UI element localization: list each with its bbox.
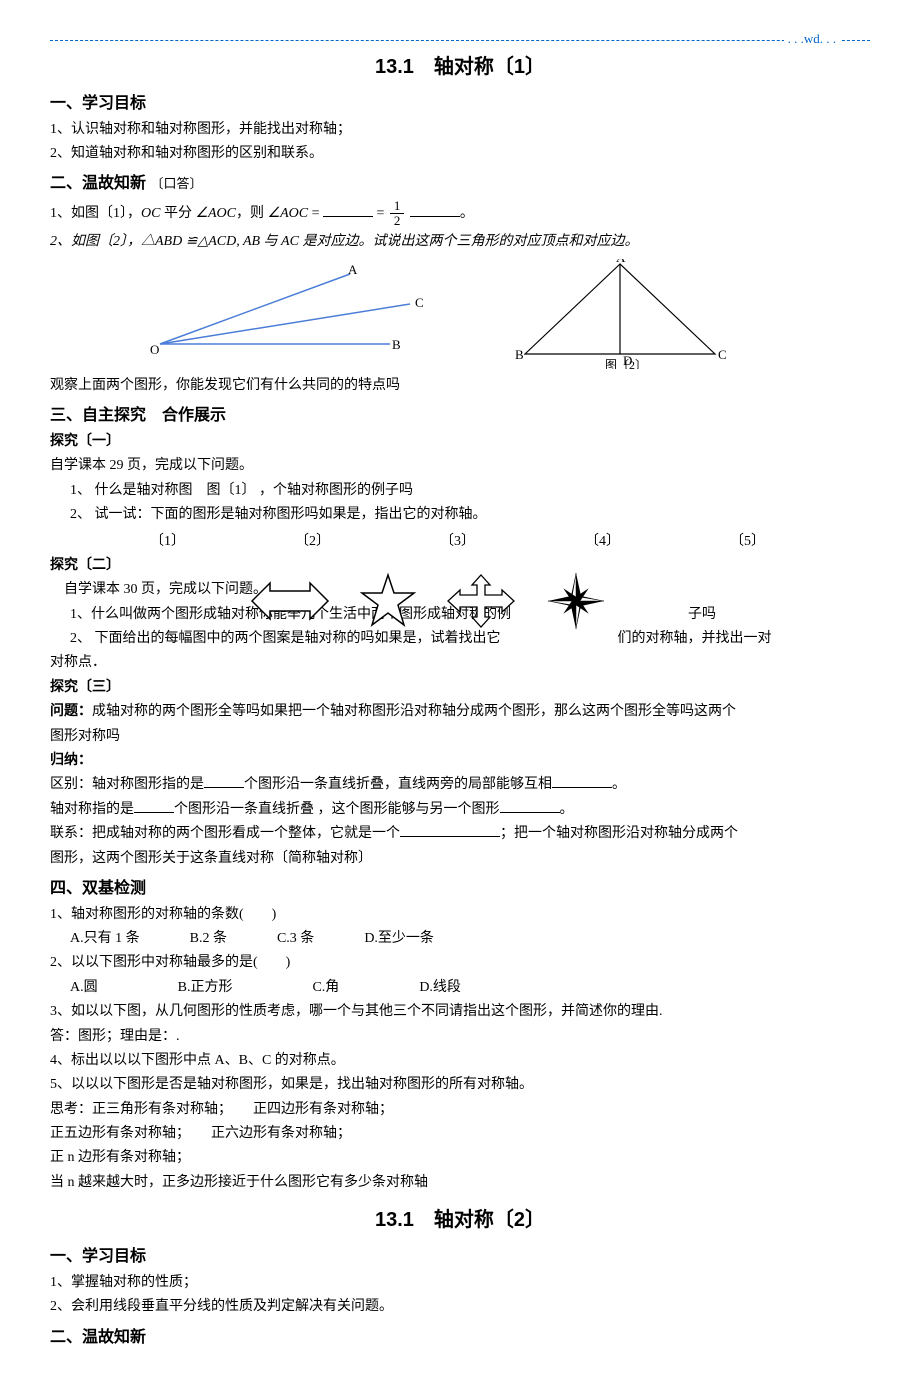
section-3-head: 三、自主探究 合作展示 <box>50 403 870 429</box>
explore-2-block: 自学课本 30 页，完成以下问题。 1、什么叫做两个图形成轴对称你能举几个生活中… <box>50 579 870 675</box>
explore-2-q2: 2、 下面给出的每幅图中的两个图案是轴对称的吗如果是，试着找出它 们的对称轴，并… <box>70 628 870 650</box>
link-2: 图形，这两个图形关于这条直线对称〔简称轴对称〕 <box>50 848 870 870</box>
explore-3-gn: 归纳： <box>50 750 870 772</box>
star-icon <box>360 573 416 629</box>
explore-1-head: 探究〔一〕 <box>50 431 870 453</box>
blank-field <box>500 799 560 813</box>
fig-label-4: 〔4〕 <box>585 531 620 553</box>
check-q2: 2、以以下图形中对称轴最多的是( ) <box>50 952 870 974</box>
fig-label-3: 〔3〕 <box>440 531 475 553</box>
blank-field <box>134 799 174 813</box>
observe-line: 观察上面两个图形，你能发现它们有什么共同的的特点吗 <box>50 375 870 397</box>
goal-2: 2、知道轴对称和轴对称图形的区别和联系。 <box>50 143 870 165</box>
diff-2: 轴对称指的是个图形沿一条直线折叠 ，这个图形能够与另一个图形。 <box>50 799 870 821</box>
svg-text:图〔2〕: 图〔2〕 <box>605 358 647 369</box>
choice-d: D.线段 <box>419 977 461 999</box>
fig-label-1: 〔1〕 <box>150 531 185 553</box>
compass-star-icon <box>546 571 606 631</box>
choice-b: B.2 条 <box>190 928 227 950</box>
check-q2-choices: A.圆 B.正方形 C.角 D.线段 <box>50 977 870 999</box>
blank-field <box>204 774 244 788</box>
check-q5: 5、以以以下图形是否是轴对称图形，如果是，找出轴对称图形的所有对称轴。 <box>50 1074 870 1096</box>
section-2-sub: 〔口答〕 <box>150 176 202 191</box>
choice-a: A.圆 <box>70 977 98 999</box>
section-2-head: 二、温故知新 〔口答〕 <box>50 171 870 197</box>
choice-c: C.3 条 <box>277 928 314 950</box>
svg-text:A: A <box>348 262 358 277</box>
part2-goal-1: 1、掌握轴对称的性质； <box>50 1272 870 1294</box>
choice-a: A.只有 1 条 <box>70 928 140 950</box>
check-q1: 1、轴对称图形的对称轴的条数( ) <box>50 904 870 926</box>
header-wd-text: . . .wd. . . <box>784 29 840 50</box>
explore-1-auto: 自学课本 29 页，完成以下问题。 <box>50 455 870 477</box>
check-q4: 4、标出以以以下图形中点 A、B、C 的对称点。 <box>50 1050 870 1072</box>
section-4-head: 四、双基检测 <box>50 876 870 902</box>
review-q1: 1、如图〔1〕，OC 平分 ∠AOC，则 ∠AOC = = 12 。 <box>50 199 870 229</box>
think-4: 当 n 越来越大时，正多边形接近于什么图形它有多少条对称轴 <box>50 1172 870 1194</box>
explore-3-q-cont: 图形对称吗 <box>50 726 870 748</box>
think-1: 思考：正三角形有条对称轴； 正四边形有条对称轴； <box>50 1099 870 1121</box>
fig-label-5: 〔5〕 <box>730 531 765 553</box>
svg-text:A: A <box>616 259 626 265</box>
diff-1: 区别：轴对称图形指的是个图形沿一条直线折叠，直线两旁的局部能够互相。 <box>50 774 870 796</box>
part2-section-1-head: 一、学习目标 <box>50 1244 870 1270</box>
check-q1-choices: A.只有 1 条 B.2 条 C.3 条 D.至少一条 <box>50 928 870 950</box>
check-q3: 3、如以以下图，从几何图形的性质考虑，哪一个与其他三个不同请指出这个图形，并简述… <box>50 1001 870 1023</box>
section-2-title: 二、温故知新 <box>50 175 146 192</box>
figure-labels-row: 〔1〕 〔2〕 〔3〕 〔4〕 〔5〕 <box>150 531 870 553</box>
goal-1: 1、认识轴对称和轴对称图形，并能找出对称轴； <box>50 119 870 141</box>
choice-d: D.至少一条 <box>364 928 434 950</box>
svg-text:O: O <box>150 342 159 357</box>
blank-field <box>400 823 500 837</box>
svg-text:B: B <box>515 347 524 362</box>
explore-1-q2: 2、 试一试：下面的图形是轴对称图形吗如果是，指出它的对称轴。 <box>70 504 870 526</box>
explore-2-q2c: 对称点． <box>50 652 870 674</box>
svg-text:C: C <box>415 295 424 310</box>
cross-arrow-icon <box>446 573 516 629</box>
triangles-svg: O A B C A B C D 图〔2〕 <box>50 259 870 369</box>
section-1-head: 一、学习目标 <box>50 91 870 117</box>
page-header-line: . . .wd. . . <box>50 40 870 41</box>
fraction-half: 12 <box>390 199 405 229</box>
double-arrow-icon <box>250 577 330 625</box>
choice-b: B.正方形 <box>178 977 233 999</box>
fig-label-2: 〔2〕 <box>295 531 330 553</box>
explore-3-head: 探究〔三〕 <box>50 677 870 699</box>
blank-field <box>410 203 460 217</box>
figure-triangles: O A B C A B C D 图〔2〕 <box>50 259 870 369</box>
explore-3-q: 问题：成轴对称的两个图形全等吗如果把一个轴对称图形沿对称轴分成两个图形，那么这两… <box>50 701 870 723</box>
review-q2: 2、如图〔2〕，△ABD ≌△ACD, AB 与 AC 是对应边。试说出这两个三… <box>50 231 870 253</box>
svg-text:C: C <box>718 347 727 362</box>
main-title-1: 13.1 轴对称〔1〕 <box>50 51 870 83</box>
choice-c: C.角 <box>312 977 339 999</box>
blank-field <box>323 203 373 217</box>
explore-1-q1: 1、 什么是轴对称图 图〔1〕 ，个轴对称图形的例子吗 <box>70 480 870 502</box>
part2-goal-2: 2、会利用线段垂直平分线的性质及判定解决有关问题。 <box>50 1296 870 1318</box>
shapes-row <box>250 571 606 631</box>
think-3: 正 n 边形有条对称轴； <box>50 1147 870 1169</box>
check-q3-ans: 答：图形；理由是：. <box>50 1026 870 1048</box>
svg-text:B: B <box>392 337 401 352</box>
main-title-2: 13.1 轴对称〔2〕 <box>50 1204 870 1236</box>
blank-field <box>552 774 612 788</box>
think-2: 正五边形有条对称轴； 正六边形有条对称轴； <box>50 1123 870 1145</box>
part2-section-2-head: 二、温故知新 <box>50 1325 870 1351</box>
link-1: 联系：把成轴对称的两个图形看成一个整体，它就是一个；把一个轴对称图形沿对称轴分成… <box>50 823 870 845</box>
